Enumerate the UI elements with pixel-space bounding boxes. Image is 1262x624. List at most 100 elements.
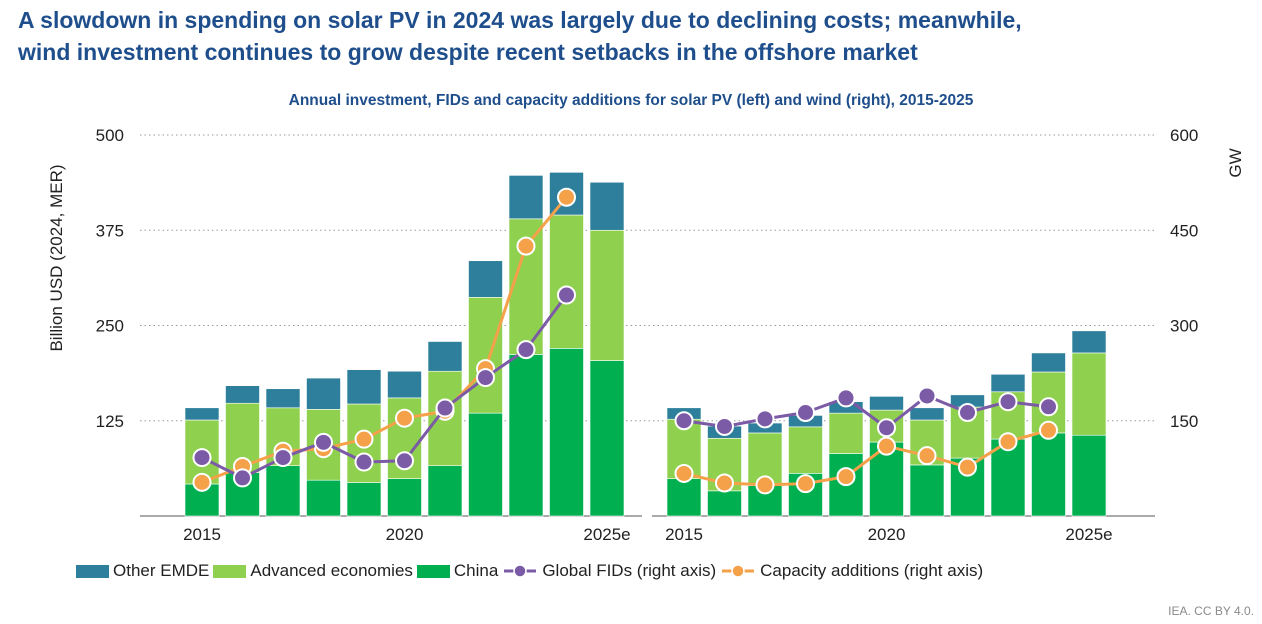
chart-title: A slowdown in spending on solar PV in 20…: [18, 4, 1248, 68]
source-credit: IEA. CC BY 4.0.: [1168, 604, 1254, 618]
series-marker: [516, 236, 536, 256]
series-marker: [715, 473, 734, 493]
series-marker: [516, 340, 536, 360]
bar-segment: [427, 465, 463, 517]
series-marker: [192, 472, 212, 492]
series-marker: [476, 368, 495, 388]
bar-segment: [225, 385, 260, 404]
y-axis-label: Billion USD (2024, MER): [47, 164, 66, 351]
bar-segment: [589, 360, 625, 517]
bar-segment: [346, 369, 382, 405]
series-marker: [354, 452, 374, 472]
series-marker: [877, 436, 896, 456]
legend-swatch: [213, 564, 247, 578]
legend-label: China: [453, 561, 499, 580]
series-marker: [836, 388, 856, 408]
legend-item: Other EMDE: [76, 561, 209, 581]
series-line: [201, 294, 568, 480]
bar-segment: [1071, 434, 1107, 517]
bar-segment: [387, 478, 422, 517]
y2-tick-label: 300: [1170, 317, 1198, 336]
x-tick-label: 2015: [183, 525, 221, 544]
legend-label: Advanced economies: [250, 561, 413, 580]
bar-segment: [427, 341, 463, 372]
bar-segment: [346, 482, 382, 517]
y-tick-label: 500: [96, 126, 124, 145]
legend-label: Global FIDs (right axis): [542, 561, 717, 580]
series-marker: [796, 402, 815, 422]
bar-segment: [549, 348, 584, 517]
series-marker: [715, 416, 734, 436]
legend-swatch: [76, 564, 109, 578]
bar-segment: [184, 407, 220, 421]
bar-segment: [909, 407, 945, 421]
bar-segment: [549, 214, 584, 349]
bar-segment: [508, 354, 544, 517]
y2-axis-label: GW: [1226, 148, 1245, 177]
series-marker: [557, 187, 576, 207]
series-marker: [674, 463, 694, 483]
series-marker: [958, 457, 977, 477]
series-marker: [314, 432, 333, 452]
series-marker: [998, 432, 1018, 452]
series-marker: [1039, 397, 1058, 417]
x-tick-label: 2020: [386, 525, 424, 544]
series-marker: [395, 408, 414, 428]
x-tick-label: 2020: [868, 525, 906, 544]
bar-segment: [1071, 352, 1107, 436]
x-tick-label: 2025e: [1065, 525, 1112, 544]
bar-segment: [468, 260, 503, 298]
bar-segment: [306, 377, 341, 410]
series-line: [683, 394, 1049, 430]
series-marker: [435, 398, 455, 418]
series-marker: [395, 451, 414, 471]
chart-subtitle: Annual investment, FIDs and capacity add…: [288, 92, 974, 109]
series-marker: [1039, 420, 1058, 440]
bar-segment: [306, 479, 341, 517]
x-tick-label: 2015: [665, 525, 703, 544]
bar-segment: [990, 373, 1026, 393]
legend-line-marker: [722, 564, 755, 578]
bar-segment: [788, 426, 823, 474]
legend-item: Capacity additions (right axis): [720, 561, 983, 581]
legend-item: China: [416, 561, 499, 581]
series-marker: [917, 386, 937, 406]
legend-item: Advanced economies: [213, 561, 413, 581]
chart-legend: Other EMDE Advanced economies China Global …: [76, 561, 987, 581]
y2-tick-label: 150: [1170, 412, 1198, 431]
series-marker: [192, 448, 212, 468]
legend-label: Other EMDE: [113, 561, 210, 580]
series-marker: [233, 468, 252, 488]
series-marker: [796, 474, 815, 494]
bar-segment: [1031, 352, 1066, 373]
series-marker: [917, 446, 937, 466]
series-marker: [836, 467, 856, 487]
legend-item: Global FIDs (right axis): [502, 561, 716, 581]
bar-segment: [1071, 330, 1107, 354]
y-tick-label: 125: [96, 412, 124, 431]
bar-segment: [869, 396, 904, 411]
bar-segment: [508, 175, 544, 220]
bar-segment: [1031, 432, 1066, 517]
y2-tick-label: 450: [1170, 221, 1198, 240]
title-line-2: wind investment continues to grow despit…: [18, 39, 918, 65]
legend-label: Capacity additions (right axis): [760, 561, 984, 580]
series-marker: [877, 418, 896, 438]
series-marker: [674, 411, 694, 431]
legend-swatch: [416, 564, 450, 578]
series-marker: [998, 392, 1018, 412]
series-line: [201, 196, 568, 484]
bar-segment: [666, 478, 702, 517]
series-line: [683, 428, 1049, 487]
bar-segment: [387, 370, 422, 399]
y-tick-label: 250: [96, 317, 124, 336]
series-marker: [755, 409, 775, 429]
series-marker: [273, 448, 293, 468]
series-marker: [557, 285, 576, 305]
bar-segment: [589, 181, 625, 231]
bar-segment: [828, 412, 864, 454]
series-marker: [755, 475, 775, 495]
bar-segment: [589, 229, 625, 361]
bar-segment: [909, 464, 945, 517]
